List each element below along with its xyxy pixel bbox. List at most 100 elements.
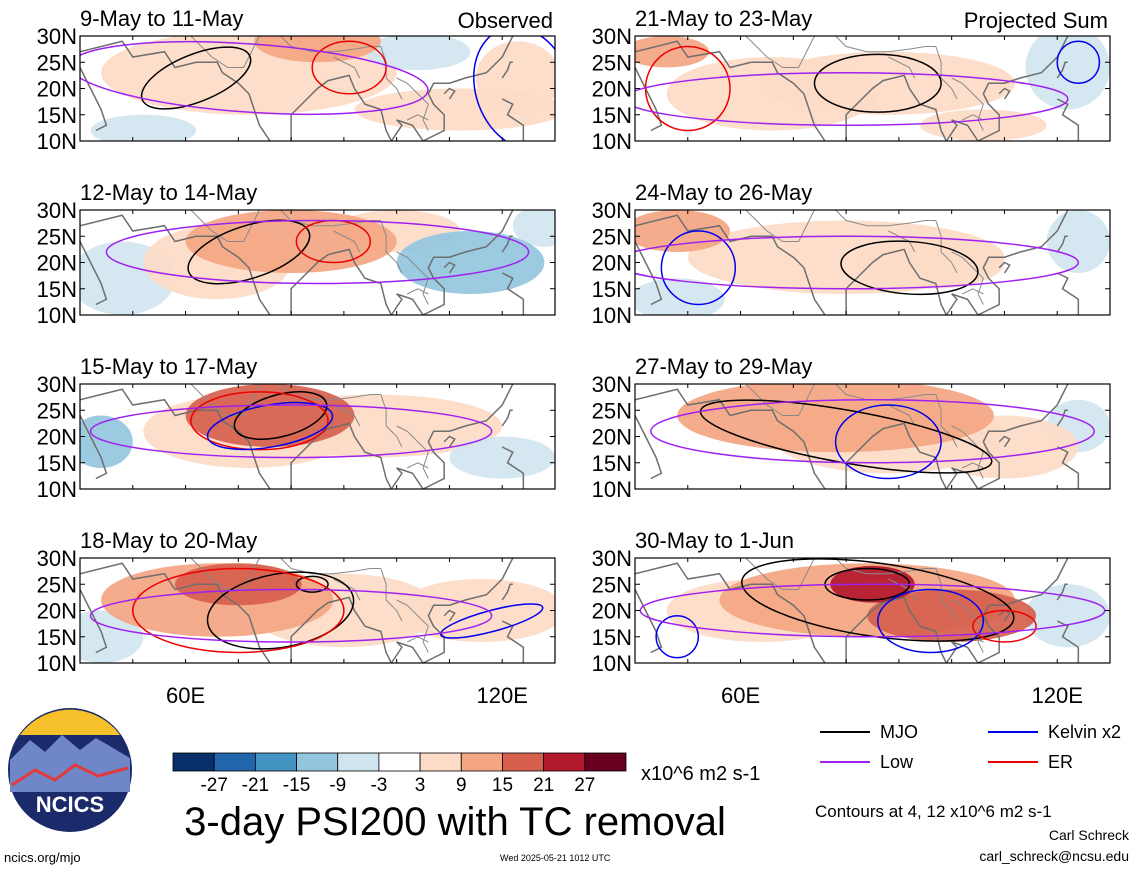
anomaly-region (396, 231, 545, 294)
website-link[interactable]: ncics.org/mjo (4, 850, 81, 865)
y-tick-label: 20N (592, 251, 632, 276)
y-tick-label: 10N (592, 303, 632, 328)
y-tick-label: 25N (592, 572, 632, 597)
contour-line (233, 391, 328, 440)
x-axis-labels: 60E 120E 60E 120E (166, 683, 1083, 708)
country-border (888, 404, 916, 427)
panel-date-range: 27-May to 29-May (635, 354, 812, 379)
y-tick-label: 15N (592, 277, 632, 302)
contour-line (877, 588, 985, 654)
panel-date-range: 15-May to 17-May (80, 354, 257, 379)
anomaly-region (449, 436, 555, 479)
contour-line (1056, 40, 1101, 84)
panel-date-range: 12-May to 14-May (80, 180, 257, 205)
colorbar-swatch (460, 752, 503, 772)
coastline (998, 609, 1011, 622)
contour-line (655, 615, 700, 659)
country-border (888, 230, 916, 253)
panel-field (80, 36, 555, 141)
anomaly-region (1025, 36, 1110, 110)
anomaly-region (185, 384, 355, 447)
panel-date-range: 24-May to 26-May (635, 180, 812, 205)
panel-date-range: 18-May to 20-May (80, 528, 257, 553)
y-tick-label: 25N (592, 50, 632, 75)
panel-date-range: 21-May to 23-May (635, 6, 812, 31)
y-tick-label: 30N (592, 198, 632, 223)
contour-line (295, 575, 329, 593)
country-border (935, 568, 958, 622)
panel-field (635, 36, 1110, 141)
country-border (745, 210, 815, 242)
contour-line (187, 219, 311, 285)
contour-line (635, 72, 1069, 126)
coastline (1056, 620, 1080, 663)
coastline (443, 609, 456, 622)
country-border (280, 558, 381, 575)
coastline (1056, 583, 1068, 601)
country-border (745, 558, 815, 590)
y-tick-label: 25N (37, 398, 77, 423)
panel-field (80, 558, 555, 663)
anomaly-region (80, 610, 144, 663)
colorbar-swatch (584, 752, 627, 772)
anomaly-region (475, 41, 555, 115)
x-tick-label: 60E (721, 683, 760, 708)
y-tick-label: 10N (37, 477, 77, 502)
y-tick-label: 10N (37, 303, 77, 328)
country-border (380, 394, 403, 448)
country-border (888, 56, 916, 79)
anomaly-region (254, 36, 381, 63)
country-border (333, 578, 361, 601)
coastline (501, 61, 513, 79)
panel-field (635, 210, 1110, 315)
y-tick-label: 20N (592, 425, 632, 450)
y-tick-label: 20N (592, 77, 632, 102)
country-border (961, 114, 984, 121)
country-border (333, 404, 361, 427)
coastline (501, 620, 525, 663)
y-tick-label: 30N (37, 372, 77, 397)
logo-text: NCICS (36, 792, 104, 817)
anomaly-region (396, 579, 555, 642)
country-border (396, 77, 429, 131)
coastline (443, 261, 456, 274)
anomaly-region (1025, 584, 1110, 648)
country-border (835, 210, 936, 227)
panel-date-range: 30-May to 1-Jun (635, 528, 794, 553)
colorbar-tick-label: -9 (329, 775, 346, 796)
anomaly-region (761, 51, 1015, 115)
units-label: x10^6 m2 s-1 (641, 763, 760, 785)
legend: MJO Kelvin x2 Low ER (820, 722, 1121, 772)
y-tick-label: 15N (592, 451, 632, 476)
coastline (80, 210, 514, 315)
coastline (80, 241, 108, 306)
contour-line (972, 609, 1037, 643)
colorbar-swatch (502, 752, 545, 772)
country-border (961, 288, 984, 295)
contour-line (311, 40, 387, 95)
country-border (380, 220, 403, 274)
y-tick-label: 25N (592, 398, 632, 423)
author-name: Carl Schreck (1048, 827, 1129, 843)
coastline (1056, 446, 1080, 489)
colorbar-tick-label: 15 (492, 775, 513, 796)
colorbar-swatch (337, 752, 380, 772)
coastline (635, 210, 1069, 315)
y-tick-label: 15N (592, 103, 632, 128)
contour-line (190, 391, 329, 451)
colorbar-swatch (172, 752, 215, 772)
legend-label: Low (880, 752, 914, 772)
country-border (935, 46, 958, 100)
logo-sun (20, 709, 120, 735)
y-tick-label: 10N (37, 129, 77, 154)
country-border (888, 578, 916, 601)
y-tick-label: 20N (37, 77, 77, 102)
country-border (935, 394, 958, 448)
country-border (333, 56, 361, 79)
